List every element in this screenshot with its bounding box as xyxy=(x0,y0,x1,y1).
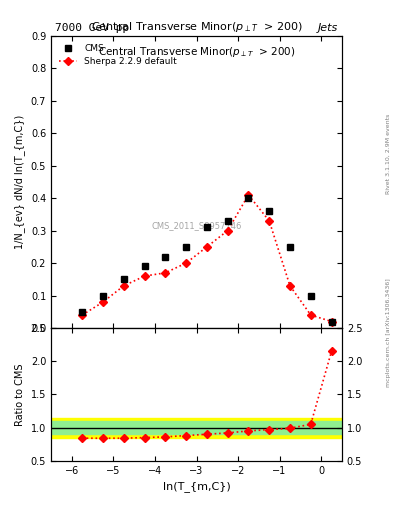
Sherpa 2.2.9 default xyxy=(121,283,126,289)
Sherpa 2.2.9 default xyxy=(80,312,84,318)
CMS xyxy=(163,253,168,260)
Sherpa 2.2.9 default xyxy=(184,260,189,266)
CMS xyxy=(80,309,84,315)
Y-axis label: 1/N_{ev} dN/d ln(T_{m,C}): 1/N_{ev} dN/d ln(T_{m,C}) xyxy=(15,115,25,249)
Text: Jets: Jets xyxy=(318,23,338,33)
Sherpa 2.2.9 default xyxy=(101,299,105,305)
Text: Central Transverse Minor($p_{\perp T}$  > 200): Central Transverse Minor($p_{\perp T}$ >… xyxy=(98,45,295,58)
Text: Rivet 3.1.10, 2.9M events: Rivet 3.1.10, 2.9M events xyxy=(386,114,391,194)
CMS xyxy=(204,224,209,230)
Text: CMS_2011_S8957746: CMS_2011_S8957746 xyxy=(151,221,242,230)
CMS xyxy=(246,195,251,201)
CMS xyxy=(267,208,272,214)
CMS xyxy=(225,218,230,224)
Line: CMS: CMS xyxy=(79,195,335,325)
Sherpa 2.2.9 default xyxy=(204,244,209,250)
Sherpa 2.2.9 default xyxy=(329,318,334,325)
CMS xyxy=(184,244,189,250)
Text: mcplots.cern.ch [arXiv:1306.3436]: mcplots.cern.ch [arXiv:1306.3436] xyxy=(386,279,391,387)
Sherpa 2.2.9 default xyxy=(163,270,168,276)
CMS xyxy=(288,244,292,250)
Legend: CMS, Sherpa 2.2.9 default: CMS, Sherpa 2.2.9 default xyxy=(55,40,181,70)
CMS xyxy=(142,263,147,269)
Sherpa 2.2.9 default xyxy=(309,312,313,318)
Text: 7000 GeV pp: 7000 GeV pp xyxy=(55,23,129,33)
CMS xyxy=(101,292,105,298)
Title: Central Transverse Minor($p_{\perp T}$  > 200): Central Transverse Minor($p_{\perp T}$ >… xyxy=(90,20,303,34)
Sherpa 2.2.9 default xyxy=(225,227,230,233)
CMS xyxy=(309,292,313,298)
Sherpa 2.2.9 default xyxy=(142,273,147,279)
Bar xyxy=(51,418,342,438)
Sherpa 2.2.9 default xyxy=(246,192,251,198)
Line: Sherpa 2.2.9 default: Sherpa 2.2.9 default xyxy=(79,192,334,324)
Bar xyxy=(51,421,342,434)
CMS xyxy=(121,276,126,283)
X-axis label: ln(T_{m,C}): ln(T_{m,C}) xyxy=(163,481,230,492)
Y-axis label: Ratio to CMS: Ratio to CMS xyxy=(15,363,25,425)
Sherpa 2.2.9 default xyxy=(288,283,292,289)
Sherpa 2.2.9 default xyxy=(267,218,272,224)
CMS xyxy=(329,318,334,325)
